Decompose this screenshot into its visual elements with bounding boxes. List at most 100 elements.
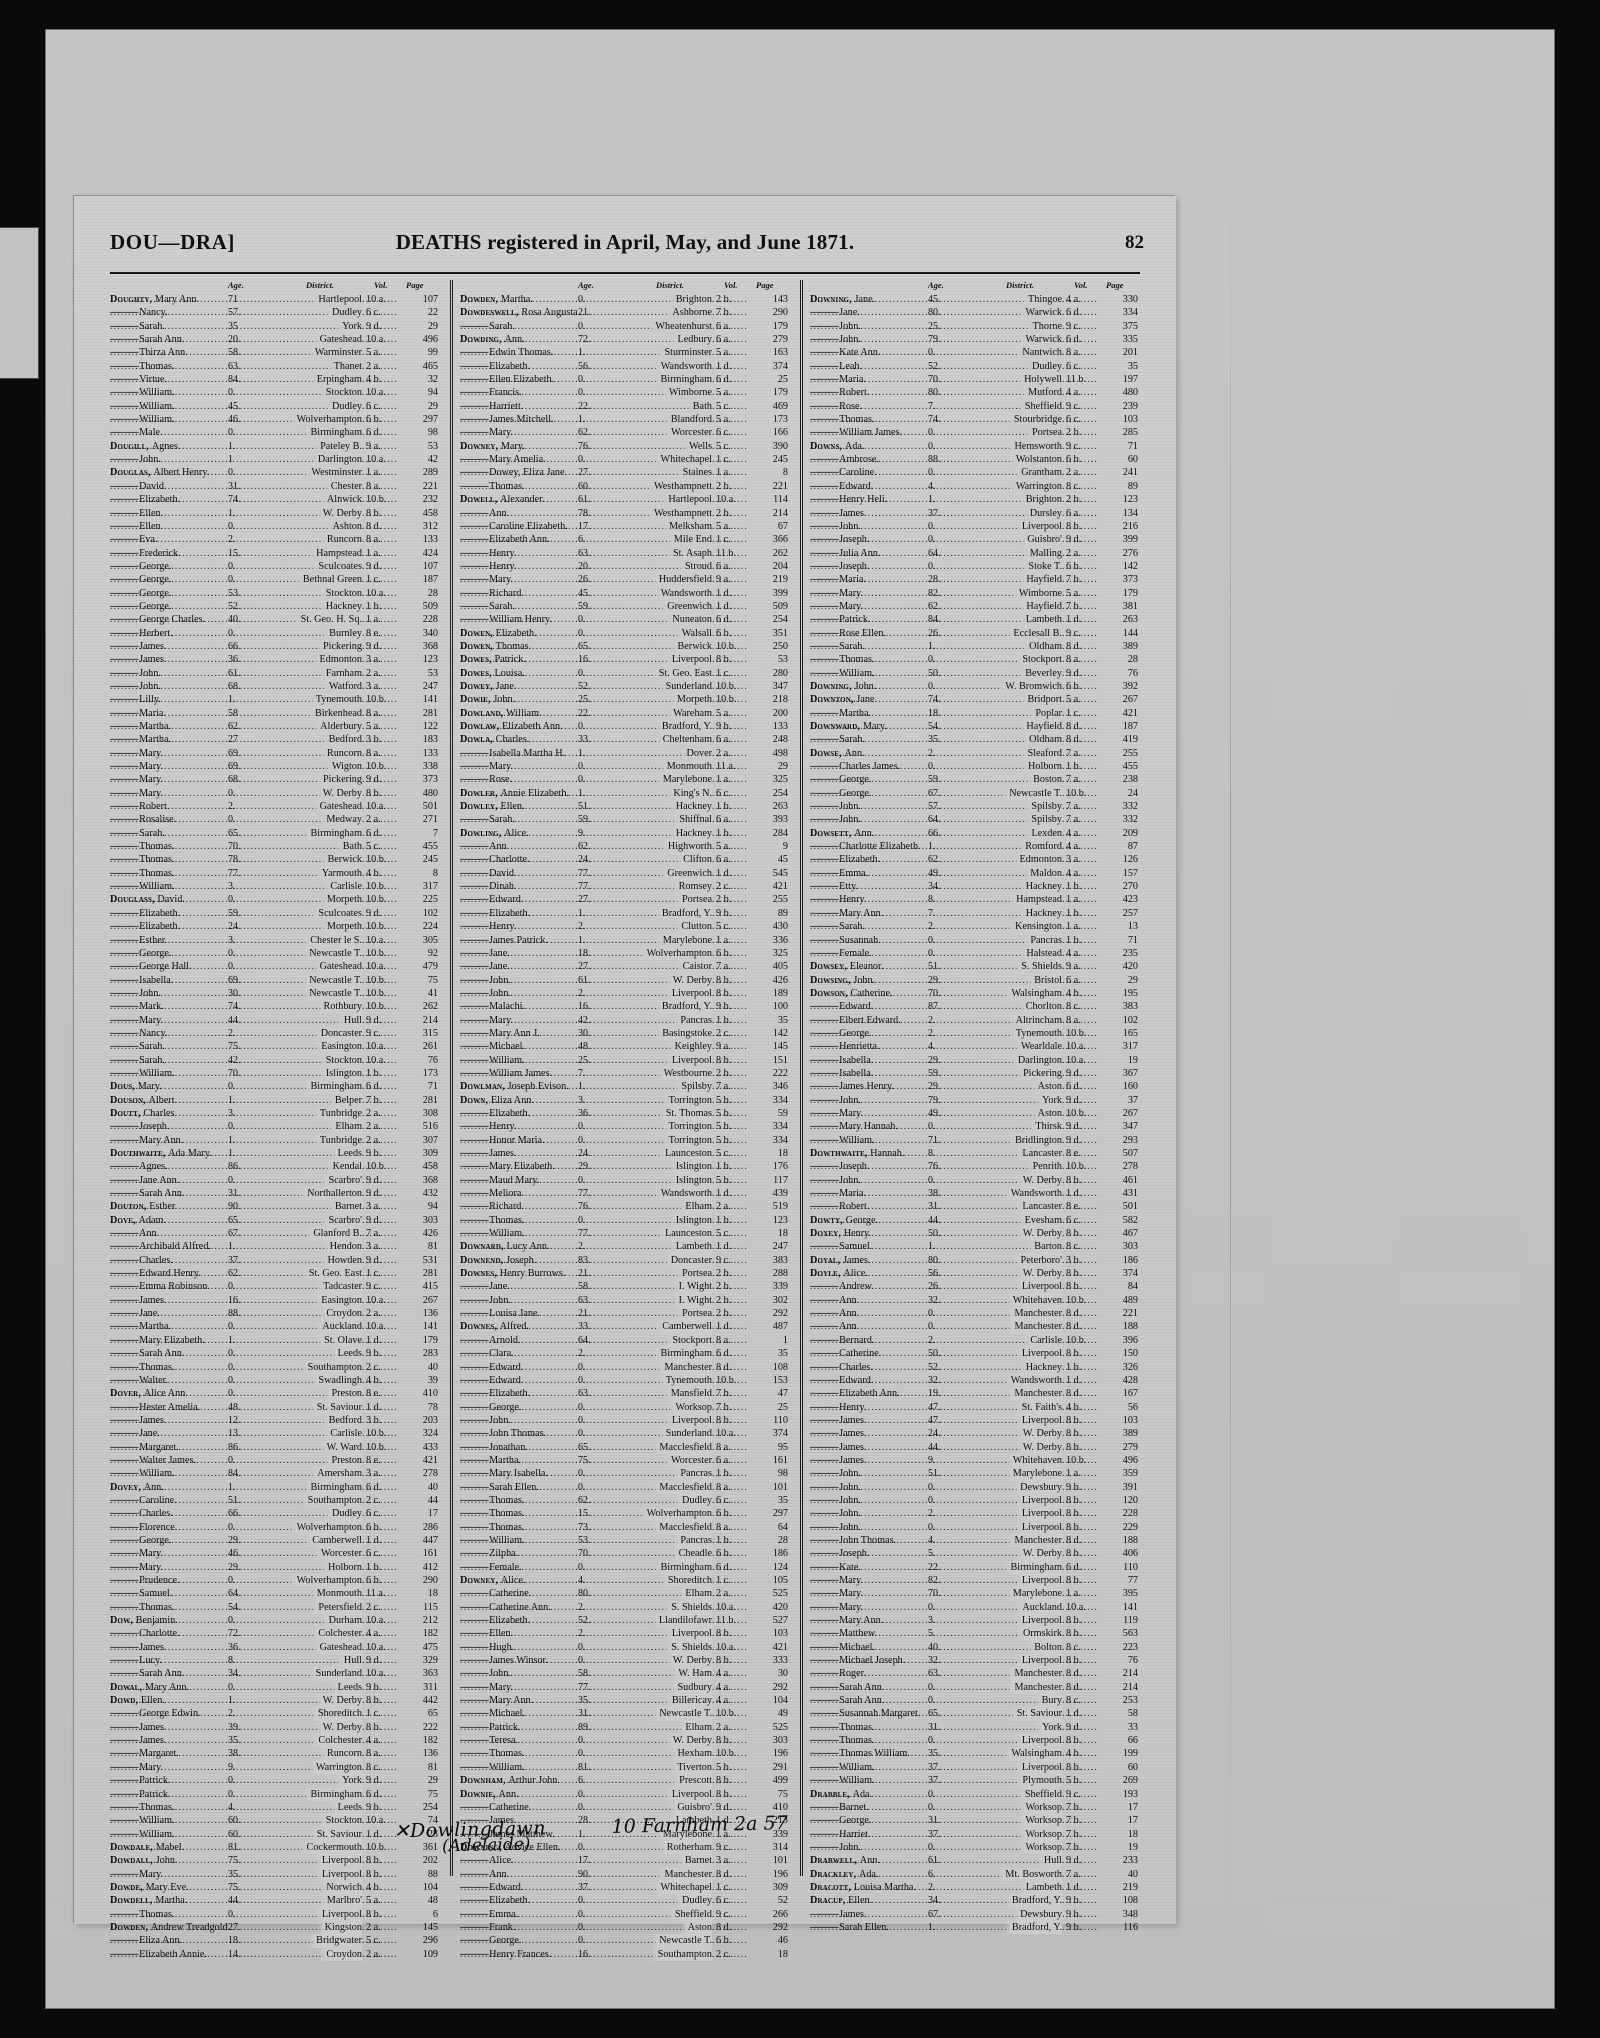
- entry-age: 90.: [228, 1201, 241, 1213]
- ditto-dash: ———: [810, 1468, 840, 1480]
- entry-district: Bristol: [1027, 973, 1062, 987]
- entry-page: 77: [1127, 1575, 1138, 1586]
- entry-district: Wearldale: [1013, 1040, 1062, 1054]
- dot-leader: ........................................…: [110, 1148, 398, 1159]
- entry-volume: 2 c.: [716, 1027, 731, 1039]
- entry-age: 20.: [228, 334, 241, 346]
- index-entry: ........................................…: [810, 679, 1140, 694]
- ditto-dash: ———: [460, 987, 490, 999]
- entry-district: Liverpool: [664, 1413, 712, 1428]
- dot-leader: ........................................…: [460, 1668, 748, 1680]
- entry-district: Carlisle: [1023, 1333, 1062, 1348]
- entry-district: Bradford, Y.: [1004, 1894, 1062, 1908]
- entry-page: 229: [1122, 1521, 1138, 1533]
- index-entry: ........................................…: [110, 1106, 440, 1121]
- entry-page: 105: [772, 1575, 788, 1586]
- entry-district: Sunderland: [658, 1427, 712, 1441]
- entry-name: ——— John.: [110, 987, 161, 1000]
- entry-name: ——— Charles James.: [810, 760, 900, 773]
- dot-leader: ........................................…: [810, 1174, 1098, 1186]
- entry-age: 3.: [228, 1107, 236, 1119]
- index-entry: ........................................…: [460, 1173, 790, 1188]
- entry-page: 373: [422, 774, 438, 786]
- entry-name: ——— George.: [460, 1934, 521, 1947]
- entry-given-name: Susannah.: [839, 934, 881, 946]
- entry-given-name: Albert Henry.: [153, 467, 210, 479]
- entry-district: Ashton: [325, 519, 362, 534]
- entry-name: ——— Samuel.: [110, 1587, 172, 1600]
- entry-name: Downton, Jane.: [810, 693, 877, 706]
- index-entry: ........................................…: [460, 1680, 790, 1695]
- entry-age: 0.: [228, 467, 236, 479]
- entry-district: Dudley: [325, 306, 362, 320]
- index-entry: ........................................…: [460, 519, 790, 534]
- entry-name: Downing, Jane.: [810, 293, 875, 306]
- ditto-dash: ———: [110, 1815, 140, 1827]
- entry-given-name: John.: [839, 1841, 861, 1853]
- entry-district: W. Ward: [319, 1440, 362, 1454]
- entry-volume: 4 a.: [1066, 827, 1081, 839]
- entry-name: ——— Thomas.: [460, 1507, 524, 1520]
- ditto-dash: ———: [810, 1414, 840, 1426]
- entry-page: 222: [422, 1721, 438, 1733]
- index-entry: ........................................…: [110, 1267, 440, 1281]
- entry-volume: 8 b.: [1066, 1735, 1082, 1747]
- entry-age: 68.: [228, 680, 241, 692]
- dot-leader: ........................................…: [110, 774, 398, 786]
- entry-volume: 5 b.: [716, 1094, 732, 1106]
- entry-name: ——— David.: [460, 867, 517, 880]
- entry-given-name: Mary.: [489, 1681, 514, 1693]
- entry-page: 375: [1122, 320, 1138, 332]
- entry-age: 0.: [228, 1615, 236, 1627]
- entry-district: Wimborne: [1011, 586, 1062, 600]
- index-entry: ........................................…: [460, 479, 790, 494]
- index-entry: ........................................…: [460, 559, 790, 574]
- dot-leader: ........................................…: [810, 1348, 1098, 1360]
- running-head: DOU—DRA] DEATHS registered in April, May…: [74, 230, 1176, 266]
- entry-surname: Dovey,: [110, 1481, 144, 1493]
- entry-given-name: James.: [839, 1428, 867, 1440]
- entry-age: 35.: [928, 1748, 941, 1760]
- entry-age: 0.: [578, 667, 586, 679]
- entry-name: ——— Teresa.: [460, 1734, 518, 1747]
- entry-district: Southampton: [650, 1947, 712, 1961]
- entry-given-name: Thomas.: [139, 1908, 175, 1920]
- ditto-dash: ———: [810, 1201, 840, 1213]
- entry-age: 0.: [228, 1388, 236, 1400]
- entry-name: ——— Susannah.: [810, 934, 881, 947]
- dot-leader: ........................................…: [810, 907, 1098, 919]
- entry-volume: 6 d.: [716, 374, 732, 386]
- dot-leader: ........................................…: [810, 1374, 1098, 1386]
- ditto-dash: ———: [110, 1054, 140, 1066]
- index-entry: ........................................…: [810, 973, 1140, 987]
- ditto-dash: ———: [810, 560, 840, 572]
- index-entry: ........................................…: [810, 1427, 1140, 1441]
- entry-given-name: Thomas.: [489, 1214, 525, 1226]
- entry-district: Hampstead: [1009, 893, 1062, 907]
- entry-page: 160: [1122, 1081, 1138, 1093]
- entry-name: ——— Ann.: [460, 507, 509, 520]
- ditto-dash: ———: [110, 1161, 140, 1173]
- entry-volume: 6 b.: [1066, 454, 1082, 466]
- dot-leader: ........................................…: [810, 1508, 1098, 1520]
- entry-name: ——— Sarah.: [460, 320, 515, 333]
- entry-age: 64.: [578, 1334, 591, 1346]
- entry-age: 74.: [228, 1001, 241, 1013]
- index-entry: ........................................…: [110, 533, 440, 547]
- entry-page: 142: [772, 1027, 788, 1039]
- entry-page: 150: [1122, 1348, 1138, 1360]
- entry-district: Elham: [328, 1120, 362, 1134]
- entry-given-name: Thomas.: [139, 360, 175, 372]
- entry-volume: 10 b.: [366, 1161, 387, 1173]
- entry-age: 0.: [578, 1641, 586, 1653]
- entry-age: 18.: [928, 707, 941, 719]
- entry-age: 51.: [578, 801, 591, 813]
- entry-given-name: Sarah.: [839, 921, 865, 933]
- entry-name: ——— Elizabeth.: [460, 1614, 530, 1627]
- entry-district: St. Saviour: [309, 1400, 362, 1414]
- entry-page: 563: [1122, 1628, 1138, 1640]
- entry-volume: 8 b.: [716, 1054, 732, 1066]
- entry-district: Walsingham: [1004, 1747, 1062, 1761]
- index-entry: ........................................…: [810, 760, 1140, 774]
- entry-district: Worcester: [663, 426, 712, 440]
